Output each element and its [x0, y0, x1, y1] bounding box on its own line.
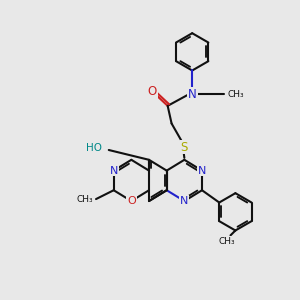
Text: N: N	[110, 166, 118, 176]
Text: S: S	[181, 141, 188, 154]
Text: CH₃: CH₃	[227, 90, 244, 99]
Text: O: O	[127, 196, 136, 206]
Text: N: N	[188, 88, 197, 100]
Text: N: N	[198, 166, 206, 176]
Text: CH₃: CH₃	[218, 237, 235, 246]
Text: O: O	[147, 85, 157, 98]
Text: CH₃: CH₃	[76, 195, 93, 204]
Text: N: N	[180, 196, 188, 206]
Text: HO: HO	[86, 143, 102, 153]
